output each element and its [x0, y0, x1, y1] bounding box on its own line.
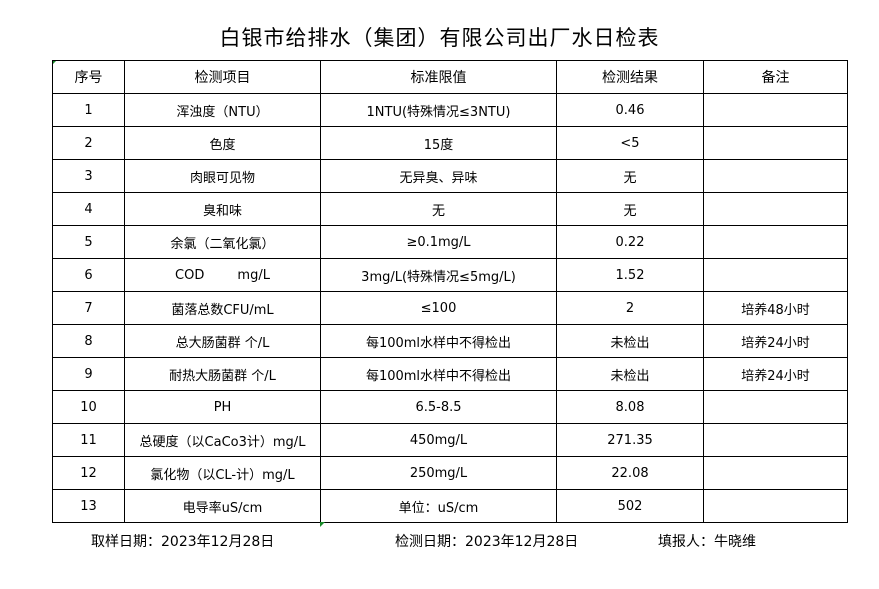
cell-seq: 7 [52, 291, 125, 325]
cell-standard: 450mg/L [320, 423, 557, 457]
cell-result: 1.52 [556, 258, 704, 292]
cell-standard: ≤100 [320, 291, 557, 325]
cell-standard: 1NTU(特殊情况≤3NTU) [320, 93, 557, 127]
cell-result: 无 [556, 192, 704, 226]
table-row: 6 COD mg/L 3mg/L(特殊情况≤5mg/L) 1.52 [52, 258, 848, 292]
cell-remark [703, 456, 848, 490]
table-row: 13 电导率uS/cm 单位：uS/cm 502 [52, 489, 848, 523]
cell-standard: 15度 [320, 126, 557, 160]
cell-seq: 8 [52, 324, 125, 358]
table-row: 9 耐热大肠菌群 个/L 每100ml水样中不得检出 未检出 培养24小时 [52, 357, 848, 391]
cell-result: 502 [556, 489, 704, 523]
cell-item: 浑浊度（NTU） [124, 93, 321, 127]
cell-result: 未检出 [556, 324, 704, 358]
cell-standard: 无 [320, 192, 557, 226]
cell-result: 无 [556, 159, 704, 193]
cell-result: 2 [556, 291, 704, 325]
cell-remark [703, 126, 848, 160]
cell-item: 余氯（二氧化氯） [124, 225, 321, 259]
cell-item: 色度 [124, 126, 321, 160]
table-row: 8 总大肠菌群 个/L 每100ml水样中不得检出 未检出 培养24小时 [52, 324, 848, 358]
cell-standard: 无异臭、异味 [320, 159, 557, 193]
cell-remark: 培养48小时 [703, 291, 848, 325]
cell-result: 0.46 [556, 93, 704, 127]
cell-seq: 12 [52, 456, 125, 490]
cell-standard: 每100ml水样中不得检出 [320, 324, 557, 358]
cell-seq: 5 [52, 225, 125, 259]
inspection-table: 序号 检测项目 标准限值 检测结果 备注 1 浑浊度（NTU） 1NTU(特殊情况≤3NTU)… [52, 60, 848, 523]
table-row: 1 浑浊度（NTU） 1NTU(特殊情况≤3NTU) 0.46 [52, 93, 848, 127]
table-row: 12 氯化物（以CL-计）mg/L 250mg/L 22.08 [52, 456, 848, 490]
cell-remark: 培养24小时 [703, 324, 848, 358]
table-row: 2 色度 15度 <5 [52, 126, 848, 160]
cell-item: 总硬度（以CaCo3计）mg/L [124, 423, 321, 457]
page-title: 白银市给排水（集团）有限公司出厂水日检表 [219, 26, 660, 50]
cell-item: 肉眼可见物 [124, 159, 321, 193]
reporter: 填报人：牛晓维 [658, 534, 756, 550]
cell-remark [703, 225, 848, 259]
table-row: 4 臭和味无无 [52, 192, 848, 226]
table-row: 5 余氯（二氧化氯） ≥0.1mg/L 0.22 [52, 225, 848, 259]
cell-item: 总大肠菌群 个/L [124, 324, 321, 358]
cell-seq: 1 [52, 93, 125, 127]
cell-seq: 6 [52, 258, 125, 292]
cell-remark [703, 93, 848, 127]
cell-seq: 9 [52, 357, 125, 391]
cell-result: 0.22 [556, 225, 704, 259]
header-item: 检测项目 [124, 60, 321, 94]
cell-result: <5 [556, 126, 704, 160]
cell-remark [703, 489, 848, 523]
cell-standard: 单位：uS/cm [320, 489, 557, 523]
table-row: 11 总硬度（以CaCo3计）mg/L 450mg/L 271.35 [52, 423, 848, 457]
cell-remark [703, 159, 848, 193]
cell-standard: 6.5-8.5 [320, 390, 557, 424]
cell-remark [703, 423, 848, 457]
table-row: 7 菌落总数CFU/mL ≤100 2 培养48小时 [52, 291, 848, 325]
test-date: 检测日期：2023年12月28日 [395, 534, 579, 550]
cell-remark [703, 192, 848, 226]
cell-item: PH [124, 390, 321, 424]
header-result: 检测结果 [556, 60, 704, 94]
cell-item: 菌落总数CFU/mL [124, 291, 321, 325]
cell-result: 8.08 [556, 390, 704, 424]
table-row: 10 PH 6.5-8.5 8.08 [52, 390, 848, 424]
cell-result: 271.35 [556, 423, 704, 457]
cell-standard: 每100ml水样中不得检出 [320, 357, 557, 391]
header-row: 序号 检测项目 标准限值 检测结果 备注 [52, 60, 848, 94]
cell-result: 22.08 [556, 456, 704, 490]
cell-marker [320, 522, 325, 527]
cell-item: 氯化物（以CL-计）mg/L [124, 456, 321, 490]
cell-item: 臭和味 [124, 192, 321, 226]
header-standard: 标准限值 [320, 60, 557, 94]
cell-seq: 11 [52, 423, 125, 457]
cell-result: 未检出 [556, 357, 704, 391]
cell-remark [703, 390, 848, 424]
cell-remark [703, 258, 848, 292]
table-row: 3 肉眼可见物 无异臭、异味无 [52, 159, 848, 193]
cell-item: COD mg/L [124, 258, 321, 292]
sample-date: 取样日期：2023年12月28日 [91, 534, 275, 550]
header-seq: 序号 [52, 60, 125, 94]
cell-remark: 培养24小时 [703, 357, 848, 391]
header-remark: 备注 [703, 60, 848, 94]
cell-seq: 10 [52, 390, 125, 424]
cell-standard: 3mg/L(特殊情况≤5mg/L) [320, 258, 557, 292]
cell-seq: 2 [52, 126, 125, 160]
cell-item: 电导率uS/cm [124, 489, 321, 523]
cell-seq: 3 [52, 159, 125, 193]
cell-standard: 250mg/L [320, 456, 557, 490]
cell-seq: 13 [52, 489, 125, 523]
cell-standard: ≥0.1mg/L [320, 225, 557, 259]
cell-seq: 4 [52, 192, 125, 226]
cell-item: 耐热大肠菌群 个/L [124, 357, 321, 391]
